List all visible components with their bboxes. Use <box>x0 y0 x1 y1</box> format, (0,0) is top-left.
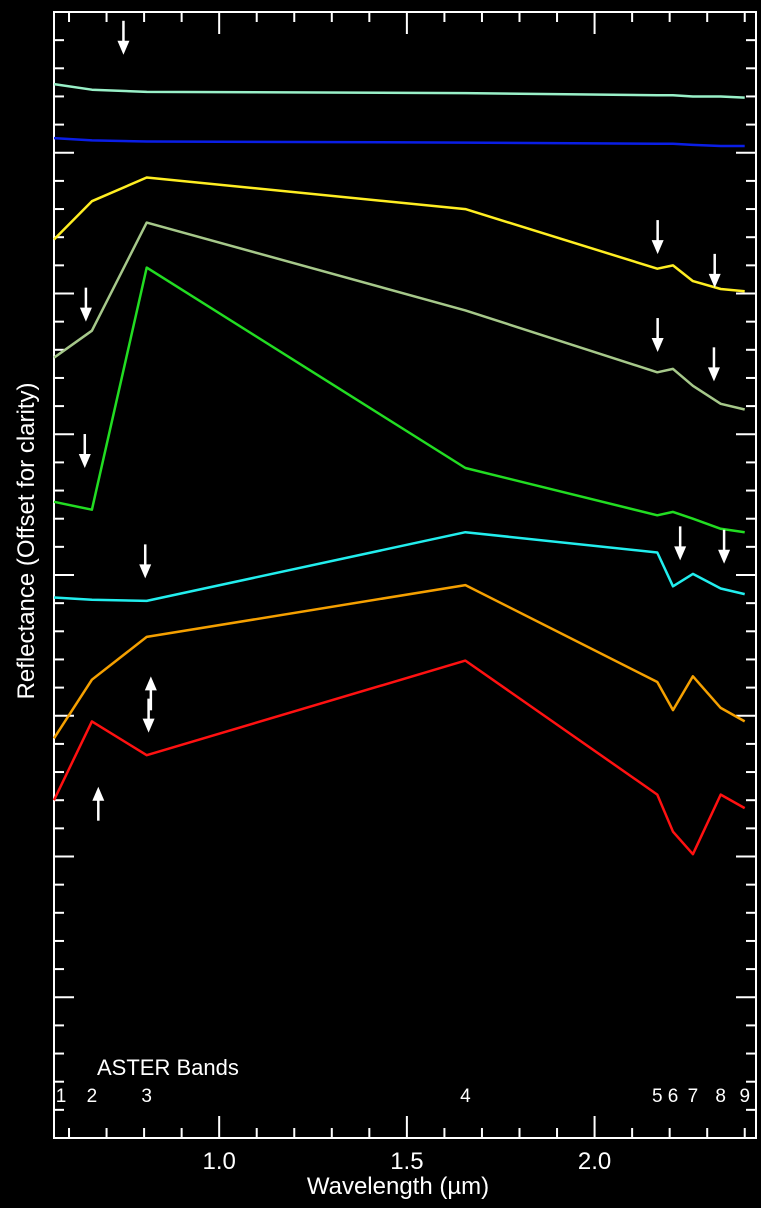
spectrum-line <box>53 176 745 293</box>
band-label: 2 <box>87 1086 98 1107</box>
band-label: 5 <box>652 1086 663 1107</box>
arrow-down-icon <box>79 287 92 322</box>
band-label: 1 <box>56 1086 67 1107</box>
band-label: 7 <box>688 1086 699 1107</box>
absorption-arrows <box>78 20 731 821</box>
arrow-down-icon <box>708 253 721 288</box>
spectrum-line <box>53 221 745 411</box>
spectrum-line <box>53 82 745 99</box>
spectrum-line <box>53 266 745 534</box>
band-label: 9 <box>739 1086 750 1107</box>
plot-frame <box>53 11 757 1139</box>
y-axis-label: Reflectance (Offset for clarity) <box>13 383 40 700</box>
spectrum-line <box>53 136 745 148</box>
series-lines <box>52 82 746 856</box>
arrow-up-icon <box>144 676 157 711</box>
axes: 1.0 1.5 2.0 <box>53 11 757 1175</box>
arrow-down-icon <box>651 318 664 353</box>
arrow-down-icon <box>78 434 91 469</box>
arrow-down-icon <box>117 20 130 55</box>
arrow-down-icon <box>142 698 155 733</box>
band-label: 4 <box>460 1086 471 1107</box>
arrow-down-icon <box>651 220 664 255</box>
arrow-down-icon <box>674 526 687 561</box>
arrow-down-icon <box>707 347 720 382</box>
arrow-down-icon <box>139 544 152 579</box>
arrow-up-icon <box>92 786 105 821</box>
x-tick-label: 1.5 <box>390 1148 423 1175</box>
x-tick-label: 2.0 <box>578 1148 611 1175</box>
bands-label: ASTER Bands <box>97 1055 239 1080</box>
x-tick-label: 1.0 <box>202 1148 235 1175</box>
labels: ASTER Bands Wavelength (µm) Reflectance … <box>13 383 750 1201</box>
band-label: 3 <box>141 1086 152 1107</box>
spectrum-line <box>53 530 745 603</box>
spectrum-line <box>52 659 746 856</box>
x-axis-label: Wavelength (µm) <box>307 1173 489 1200</box>
arrow-down-icon <box>718 529 731 564</box>
band-label: 6 <box>668 1086 679 1107</box>
spectrum-line <box>52 583 746 739</box>
band-label: 8 <box>715 1086 726 1107</box>
